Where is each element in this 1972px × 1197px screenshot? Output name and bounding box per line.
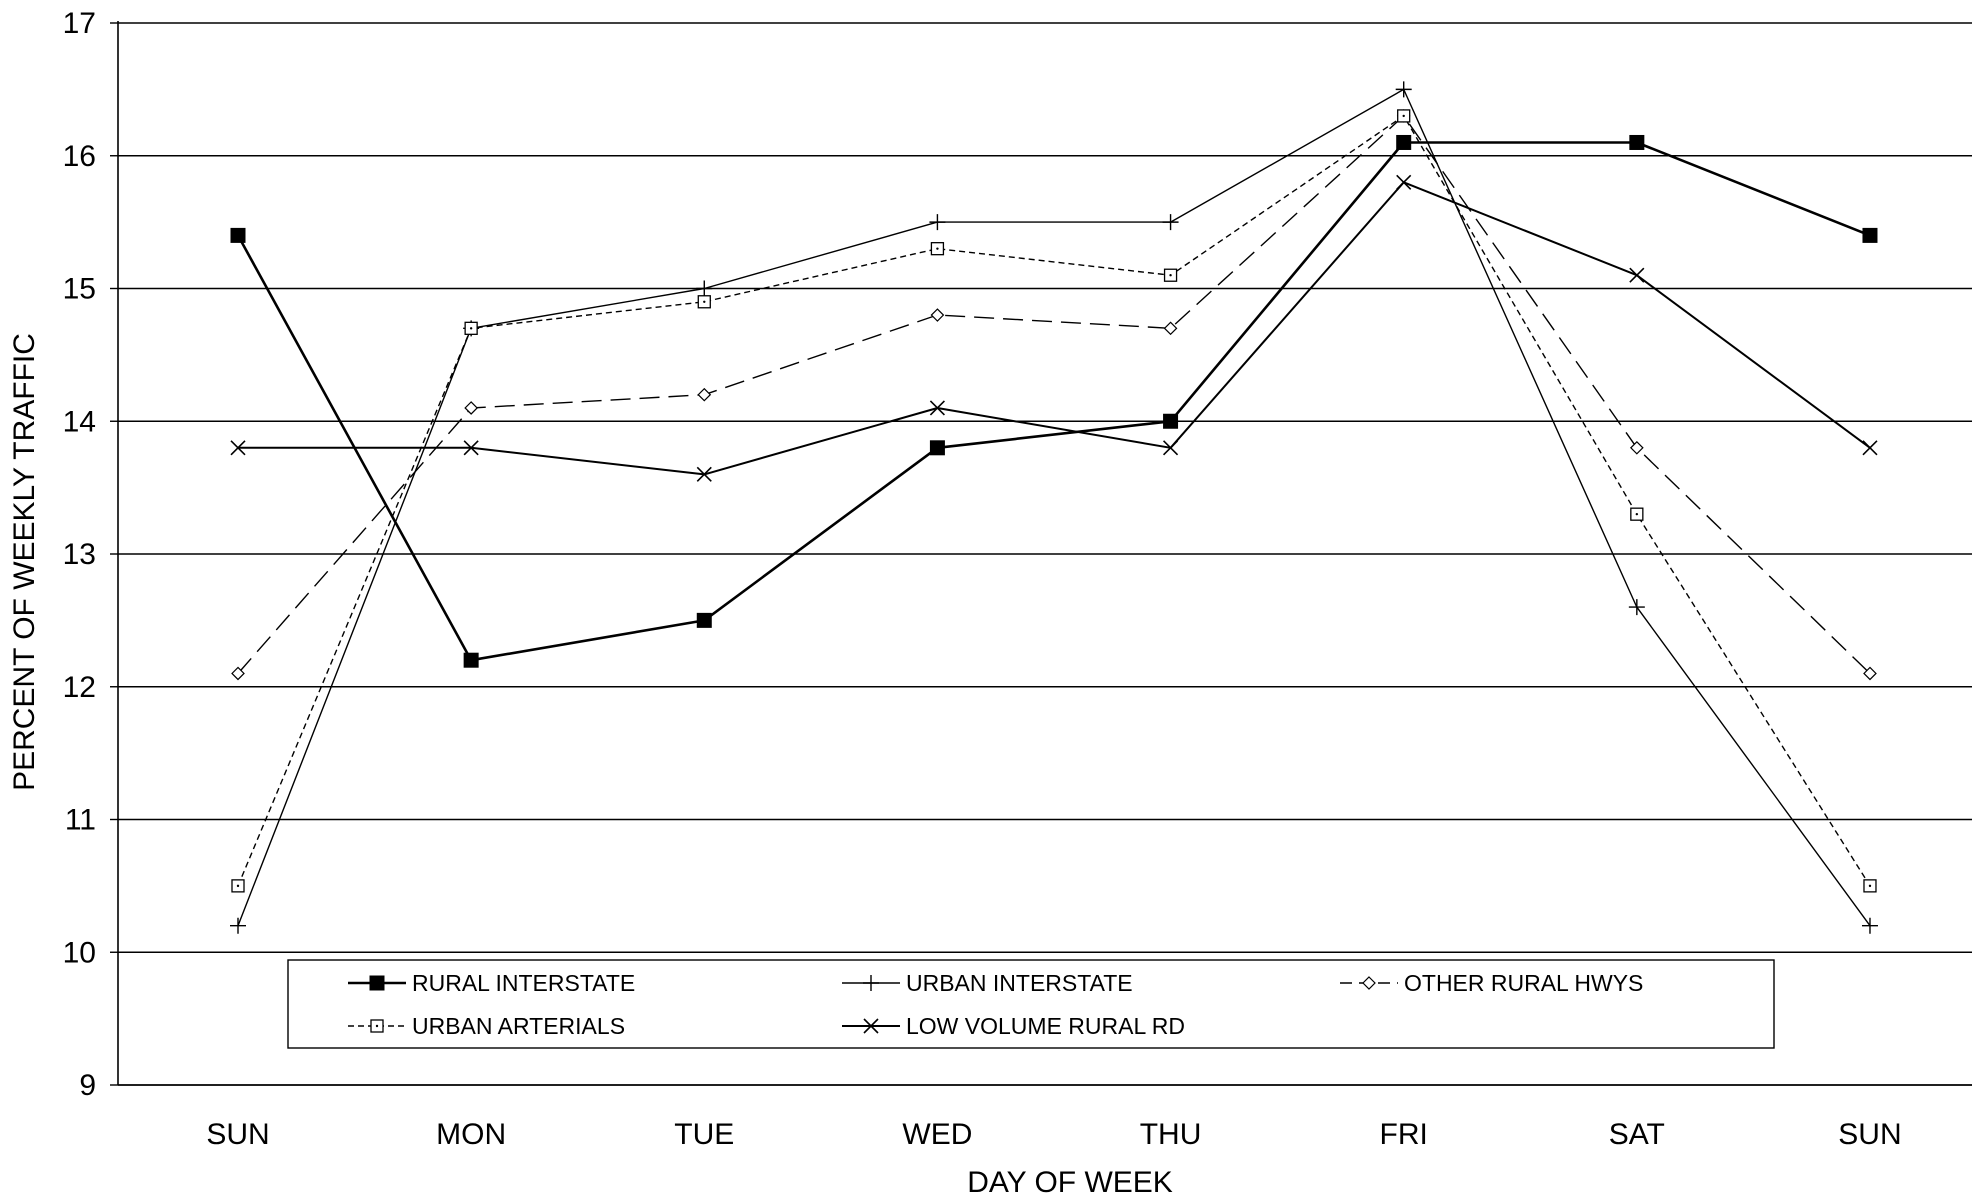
x-tick-label: FRI [1380,1118,1428,1151]
x-tick-label: MON [436,1118,506,1151]
point-marker [1630,507,1644,521]
point-marker [696,466,712,482]
square-marker-dot [703,300,706,303]
point-marker [230,227,246,243]
x-axis-title: DAY OF WEEK [967,1166,1173,1197]
point-marker [463,652,479,668]
gridlines [118,22,1972,1086]
series-line [237,115,1871,675]
point-marker [464,321,478,335]
point-marker [1629,440,1644,455]
point-marker [1162,440,1179,456]
point-marker [1628,599,1645,616]
series-low-volume-rural-rd [230,174,1878,482]
y-tick-label: 10 [63,936,96,969]
point-marker [696,612,712,628]
square-marker-dot [236,884,240,888]
point-marker [1861,917,1878,934]
legend-label: URBAN INTERSTATE [906,970,1133,996]
y-tick-label: 13 [63,538,96,571]
point-marker [231,666,245,681]
y-tick-label: 16 [63,140,96,173]
y-tick-label: 9 [79,1069,96,1102]
axes: 9 10 11 12 13 14 15 16 17 SUN MON TUE WED THU FRI SAT SU… [63,7,1972,1151]
point-marker [1162,214,1179,231]
point-marker [1163,268,1178,282]
point-marker [230,917,246,934]
point-marker [369,975,385,991]
point-marker [231,879,245,893]
point-marker [1863,666,1877,681]
x-tick-label: THU [1140,1118,1202,1151]
legend-item: OTHER RURAL HWYS [1340,970,1643,996]
legend-box [287,959,1775,1049]
legend-item: RURAL INTERSTATE [348,970,635,996]
x-tick-label: WED [902,1118,972,1151]
point-marker [1862,440,1878,456]
square-marker-dot [1635,512,1639,516]
point-marker [1862,227,1878,243]
series-line [237,88,1871,927]
x-tick-label: SUN [206,1118,269,1151]
point-marker [697,387,712,402]
point-marker [230,440,246,456]
point-marker [929,214,946,231]
legend-label: URBAN ARTERIALS [412,1013,625,1039]
y-tick-label: 15 [63,273,96,306]
y-axis-title: PERCENT OF WEEKLY TRAFFIC [8,333,41,791]
point-marker [464,401,478,415]
series-other-rural-hwys [231,109,1877,681]
series-rural-interstate [230,134,1878,668]
point-marker [1362,976,1376,990]
legend: RURAL INTERSTATE URBAN INTERSTATE OTHER RU… [287,959,1775,1049]
point-marker [1397,109,1411,123]
point-marker [1163,413,1179,429]
point-marker [863,975,879,991]
x-tick-label: TUE [674,1118,734,1151]
series-lines [230,81,1878,934]
y-tick-label: 17 [63,7,96,40]
point-marker [1395,81,1412,98]
legend-item: URBAN INTERSTATE [842,970,1133,996]
square-marker-dot [1868,884,1872,888]
point-marker [1396,174,1412,190]
square-marker-dot [1169,274,1172,277]
square-marker-dot [375,1024,379,1028]
point-marker [930,308,945,322]
legend-label: LOW VOLUME RURAL RD [906,1013,1185,1039]
y-tick-label: 11 [65,804,96,837]
point-marker [1629,267,1645,283]
series-urban-arterials [231,109,1877,893]
series-line [238,181,1871,476]
legend-item: LOW VOLUME RURAL RD [842,1013,1185,1039]
y-tick-label: 14 [63,405,96,438]
point-marker [370,1019,384,1033]
point-marker [1396,134,1412,150]
x-tick-label: SAT [1609,1118,1665,1151]
point-marker [1629,134,1645,150]
series-line [236,141,1871,662]
y-tick-label: 12 [63,671,96,704]
x-tick-label: SUN [1838,1118,1901,1151]
legend-label: RURAL INTERSTATE [412,970,635,996]
point-marker [463,440,479,456]
point-marker [929,440,945,456]
series-line [237,115,1871,887]
legend-item: URBAN ARTERIALS [348,1013,625,1039]
point-marker [1863,879,1877,893]
point-marker [1163,321,1178,336]
point-marker [697,295,711,309]
square-marker-dot [469,327,473,330]
point-marker [863,1018,879,1034]
point-marker [930,242,945,256]
square-marker-dot [936,247,939,250]
point-marker [929,400,945,416]
square-marker-dot [1402,114,1405,118]
point-marker [696,280,713,297]
legend-label: OTHER RURAL HWYS [1404,970,1643,996]
